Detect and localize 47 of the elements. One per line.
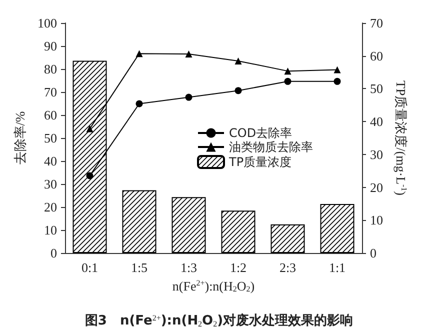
y-tick-label: 100 [38, 16, 57, 30]
y-tick-label: 90 [44, 38, 57, 54]
y2-tick-label: 70 [370, 16, 383, 30]
y-tick-label: 20 [44, 200, 57, 214]
y2-tick-label: 50 [370, 81, 383, 96]
point [284, 68, 292, 75]
point [185, 50, 192, 58]
y-axis-title: 去除率/% [12, 111, 28, 165]
bar [122, 190, 156, 253]
y-tick-label: 70 [44, 84, 57, 100]
point [136, 50, 143, 58]
point [86, 172, 94, 180]
y2-tick-label: 0 [370, 246, 376, 260]
y2-axis-title: TP质量浓度/(mg·L-1) [394, 80, 408, 196]
y-tick-label: 60 [44, 108, 57, 122]
legend-label: TP质量浓度 [228, 155, 292, 169]
point [334, 78, 341, 85]
point [284, 78, 292, 85]
x-tick-label: 1:5 [130, 260, 148, 275]
y2-tick-label: 20 [370, 180, 383, 195]
y2-tick-label: 30 [370, 146, 383, 162]
legend-label: COD去除率 [229, 126, 292, 140]
point [86, 125, 94, 132]
y-tick-label: 50 [44, 130, 57, 146]
bar [270, 224, 305, 253]
x-tick-label: 2:3 [279, 260, 296, 275]
bar [320, 204, 354, 253]
y-tick-label: 40 [44, 154, 57, 168]
point [234, 57, 242, 64]
y2-tick-label: 10 [370, 212, 383, 228]
bar [221, 210, 256, 253]
point [234, 87, 242, 94]
y-tick-label: 10 [44, 222, 57, 238]
x-tick-label: 1:1 [328, 260, 346, 275]
legend-label: 油类物质去除率 [229, 140, 313, 154]
x-tick-label: 1:2 [230, 260, 247, 275]
point [136, 100, 143, 108]
y2-tick-label: 40 [370, 114, 383, 130]
point [185, 94, 192, 101]
x-tick-label: 1:3 [180, 260, 198, 275]
y-tick-label: 30 [44, 176, 57, 192]
y2-tick-label: 60 [370, 48, 383, 64]
y-tick-label: 80 [44, 62, 57, 76]
y-tick-label: 0 [50, 246, 57, 260]
point [334, 66, 341, 74]
bar [172, 197, 206, 253]
x-tick-label: 0:1 [81, 260, 98, 275]
